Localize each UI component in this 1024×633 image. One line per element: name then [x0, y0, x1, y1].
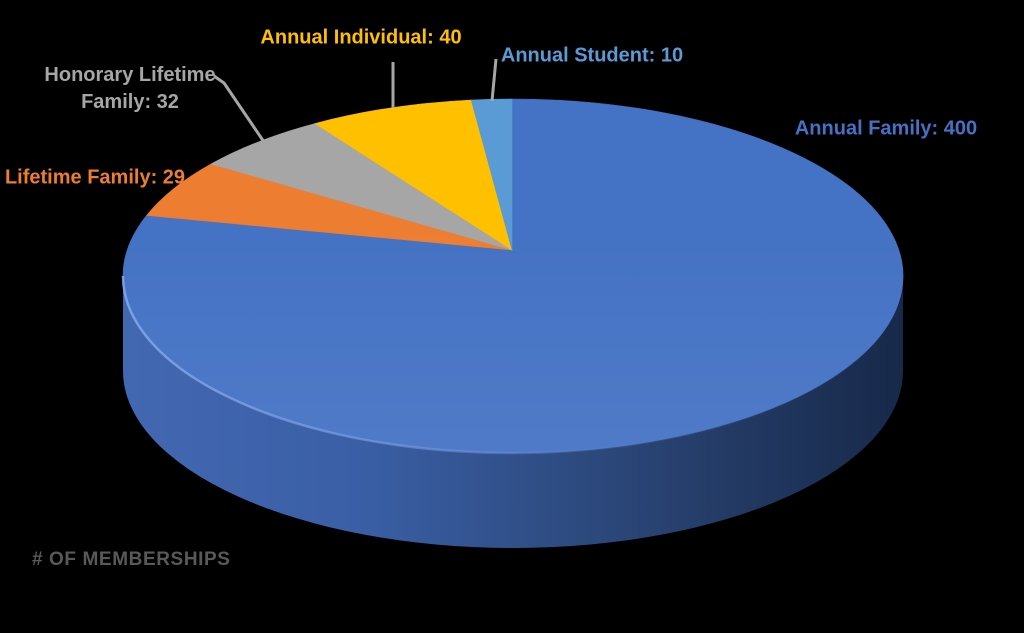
- leader-line-annual-student: [490, 58, 498, 102]
- pie-side-wall: [123, 276, 903, 548]
- pie-top-face-highlight: [123, 99, 903, 453]
- chart-title: # OF MEMBERSHIPS: [32, 549, 231, 570]
- pie-rim-highlight: [121, 275, 905, 455]
- label-annual-student: Annual Student: 10: [500, 44, 684, 67]
- label-honorary-lifetime-family: Honorary Lifetime Family: 32: [44, 64, 216, 113]
- label-annual-family: Annual Family: 400: [794, 117, 978, 140]
- label-annual-individual: Annual Individual: 40: [260, 26, 462, 49]
- leader-lines: [213, 58, 498, 143]
- label-lifetime-family: Lifetime Family: 29: [4, 166, 186, 189]
- leader-line-honorary-lifetime-family: [213, 74, 266, 143]
